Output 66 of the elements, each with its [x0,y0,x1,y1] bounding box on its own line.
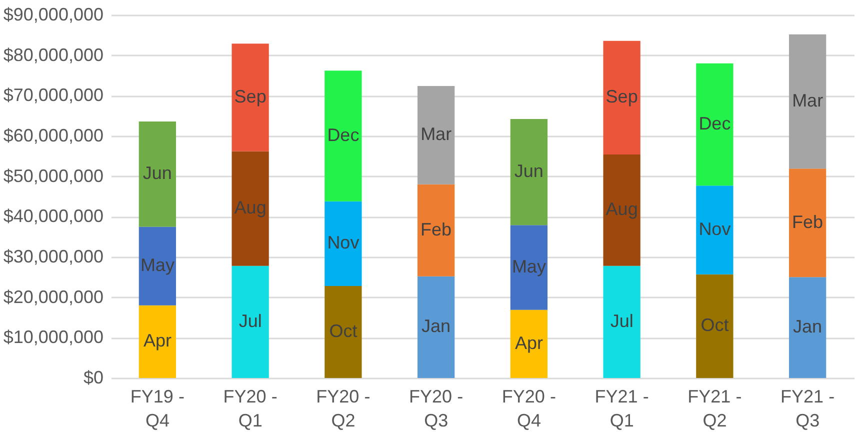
text: Aug [606,199,638,220]
bar [788,277,826,378]
y-tick-label: $20,000,000 [3,286,104,307]
series-label: Jul [238,310,262,331]
y-tick-label: $50,000,000 [3,166,104,186]
bar [232,266,269,378]
series-label: Aug [234,198,266,218]
text: May [512,256,546,276]
x-tick-label: FY20 - Q1 [223,386,278,430]
bar [788,168,826,278]
bar [417,184,455,276]
series-label: Nov [698,218,731,239]
x-tick-label: FY21 - Q1 [594,386,649,430]
y-tick-label: $80,000,000 [3,44,104,65]
text: Jul [610,310,634,331]
y-tick-label: $40,000,000 [3,206,104,226]
bar [603,154,640,266]
bar [603,266,640,378]
bar [232,44,269,152]
bar [510,310,548,378]
bar [510,119,548,226]
text: Sep [606,86,638,107]
series-label: Sep [234,86,266,106]
series-label: Feb [792,212,824,232]
bar [324,286,362,378]
x-tick-label: FY20 - Q2 [316,386,370,430]
text: Jun [142,163,172,184]
bar [510,225,548,310]
x-tick-label: FY21 - Q2 [688,386,742,430]
series-label: Dec [698,114,731,134]
text: Feb [420,219,452,240]
y-tick-label: $70,000,000 [3,85,104,106]
bar [696,274,734,378]
text: Jan [422,316,451,336]
x-tick-label: FY21 - Q3 [780,386,835,430]
bar [138,121,176,227]
text: Apr [143,330,172,351]
bar [417,276,455,378]
bar [603,40,640,155]
series-label: Apr [514,332,543,353]
text: Dec [327,125,360,145]
bar [324,201,362,286]
x-tick-label: FY19 - Q4 [130,386,184,430]
series-label: May [140,255,174,276]
y-tick-label: $0 [83,368,104,388]
bar [138,305,176,378]
series-label: Oct [700,315,729,336]
text: Mar [420,124,452,144]
bar [138,226,176,306]
series-label: Jun [514,161,544,182]
series-label: Jan [793,316,822,337]
x-tick-label: FY20 - Q3 [409,386,464,430]
series-label: Mar [792,90,824,111]
y-tick-label: $10,000,000 [3,327,104,348]
bar [696,63,734,186]
bar [417,86,455,184]
y-tick-label: $90,000,000 [3,4,104,24]
x-tick-label: FY20 - Q4 [502,386,556,430]
bar [788,34,826,169]
y-tick-label: $60,000,000 [3,126,104,146]
bar [324,70,362,202]
text: Nov [327,232,360,253]
text: Oct [329,321,358,342]
bar [232,151,269,266]
y-tick-label: $30,000,000 [3,246,104,266]
bar [696,186,734,274]
